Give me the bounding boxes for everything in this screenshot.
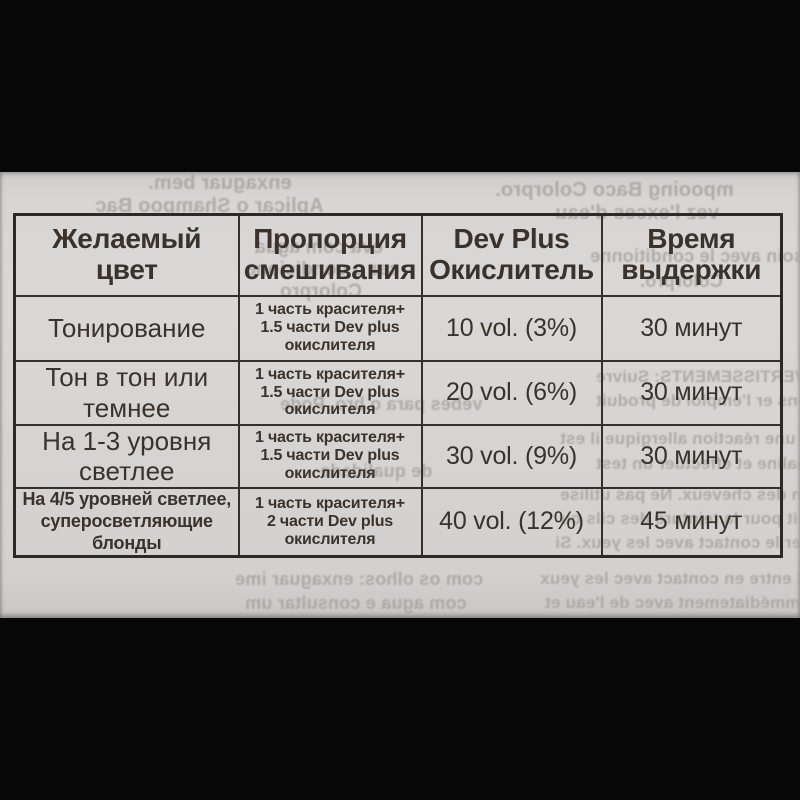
proportion-cell: 1 часть красителя+ 1.5 части Dev plus ок… (237, 423, 423, 489)
developer-cell: 10 vol. (3%) (420, 294, 603, 362)
proportion-cell: 1 часть красителя+ 1.5 части Dev plus ок… (237, 359, 423, 426)
table-row-4-5-levels-lighter: На 4/5 уровней светлее, суперосветляющие… (13, 486, 783, 558)
bleed-text-fragment: enxaguar bem. (148, 172, 292, 194)
proportion-cell: 1 часть красителя+ 1.5 части Dev plus ок… (237, 294, 423, 362)
color-mixing-table-wrap: Желаемый цвет Пропорция смешивания Dev P… (13, 213, 783, 558)
time-cell: 30 минут (600, 294, 783, 362)
developer-cell: 30 vol. (9%) (420, 423, 603, 489)
time-cell: 30 минут (600, 359, 783, 426)
bleed-text-fragment: com os olhos: enxaguar ime (235, 569, 484, 589)
column-header-dev-plus-oxidizer: Dev Plus Окислитель (420, 213, 603, 297)
proportion-cell: 1 часть красителя+ 2 части Dev plus окис… (237, 486, 423, 558)
time-cell: 30 минут (600, 423, 783, 489)
desired-color-cell: На 4/5 уровней светлее, суперосветляющие… (13, 486, 240, 558)
color-mixing-table: Желаемый цвет Пропорция смешивания Dev P… (13, 213, 783, 558)
developer-cell: 40 vol. (12%) (420, 486, 603, 558)
column-header-mixing-proportion: Пропорция смешивания (237, 213, 423, 297)
bleed-text-fragment: mpooing Baco Colorpro. (495, 179, 734, 201)
header-row: Желаемый цвет Пропорция смешивания Dev P… (13, 213, 783, 297)
desired-color-cell: Тонирование (13, 294, 240, 362)
developer-cell: 20 vol. (6%) (420, 359, 603, 426)
column-header-desired-color: Желаемый цвет (13, 213, 240, 297)
table-row-toning: Тонирование 1 часть красителя+ 1.5 части… (13, 294, 783, 362)
bleed-text-fragment: produit entre en contact avec les yeux (540, 569, 800, 588)
bleed-text-fragment: com agua e consultar um (245, 593, 467, 613)
bleed-text-fragment: ez immédiatement avec de l'eau et (545, 593, 800, 612)
desired-color-cell: Тон в тон или темнее (13, 359, 240, 426)
time-cell: 45 минут (600, 486, 783, 558)
table-row-tone-on-tone: Тон в тон или темнее 1 часть красителя+ … (13, 359, 783, 426)
desired-color-cell: На 1-3 уровня светлее (13, 423, 240, 489)
column-header-processing-time: Время выдержки (600, 213, 783, 297)
table-row-1-3-levels-lighter: На 1-3 уровня светлее 1 часть красителя+… (13, 423, 783, 489)
